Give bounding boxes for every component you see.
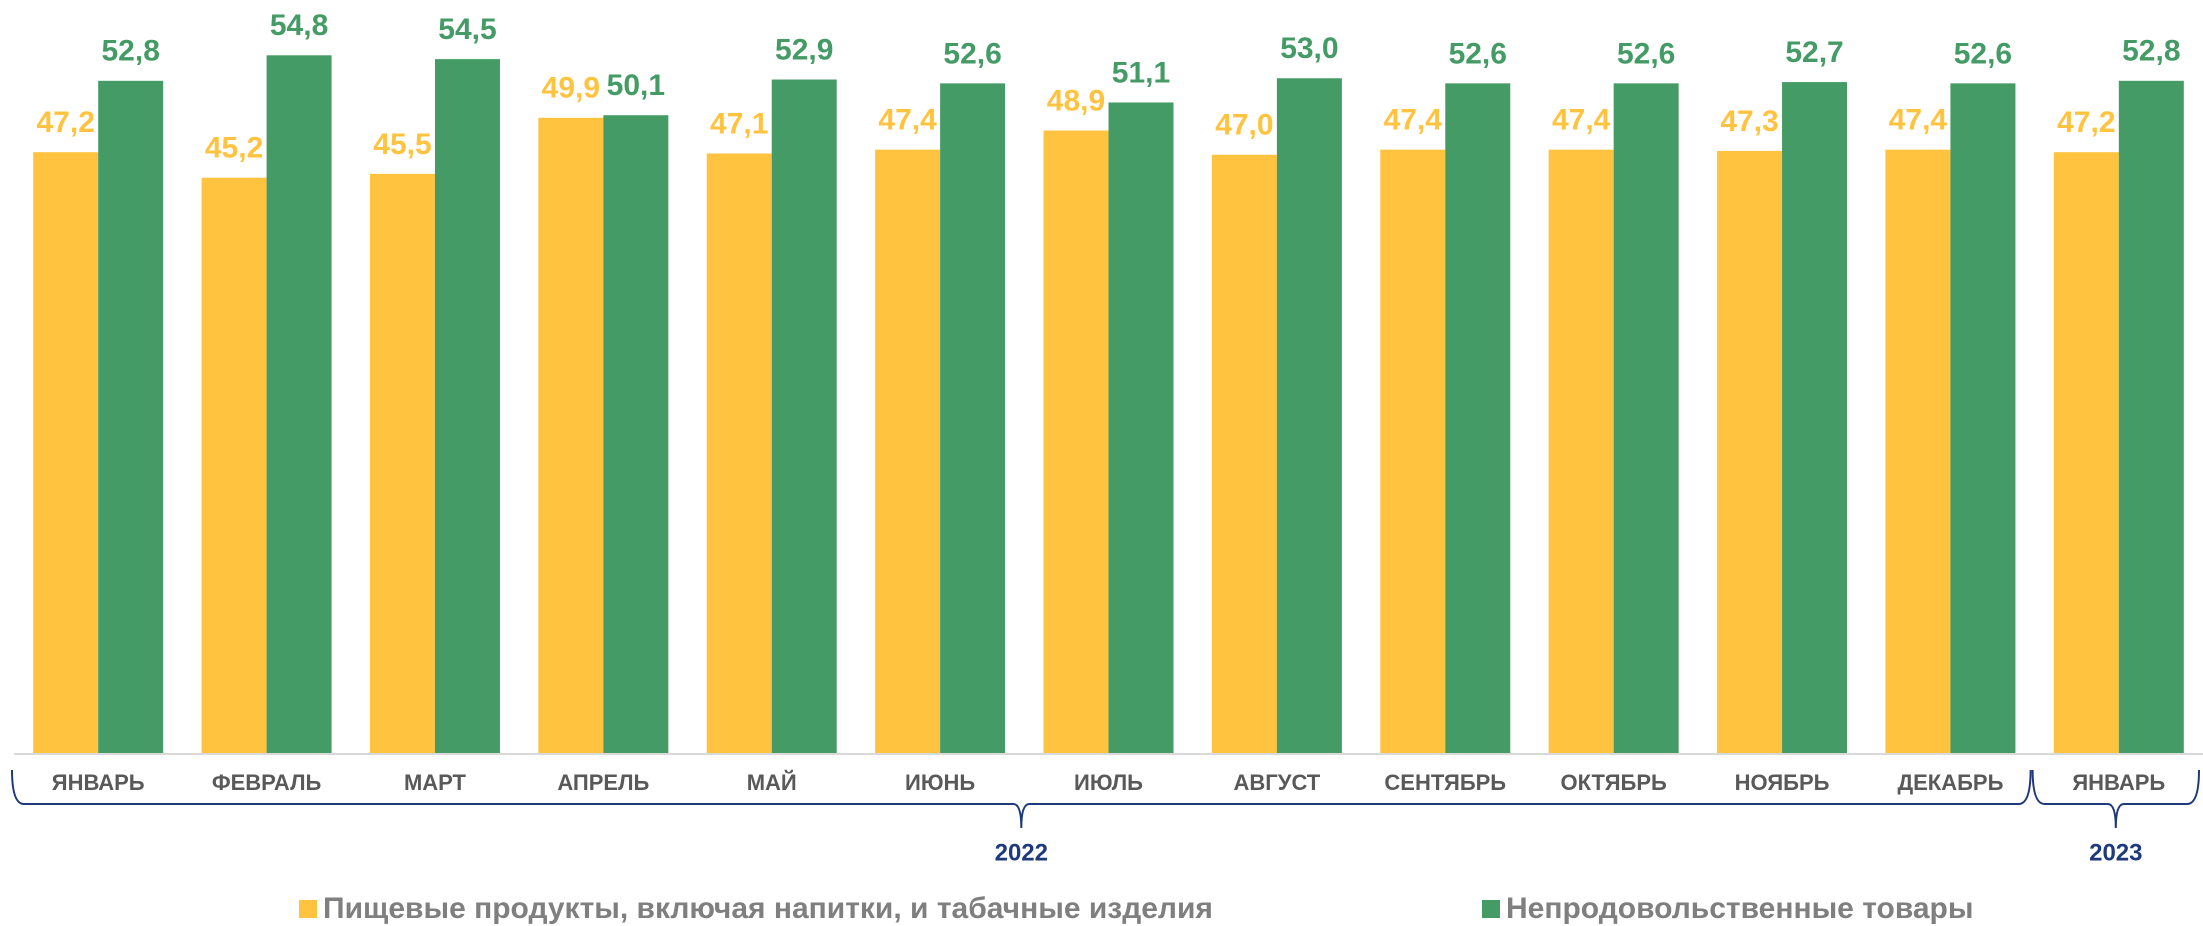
x-tick-label: ЯНВАРЬ <box>2072 770 2165 795</box>
value-label: 52,6 <box>943 37 1001 70</box>
value-label: 50,1 <box>607 69 665 102</box>
bar <box>875 149 941 754</box>
bar <box>369 173 435 754</box>
x-tick-label: ИЮЛЬ <box>1074 770 1143 795</box>
x-tick-label: ИЮНЬ <box>905 770 975 795</box>
value-label: 47,0 <box>1215 109 1273 142</box>
value-label: 52,9 <box>775 33 833 66</box>
value-label: 47,4 <box>1384 104 1443 137</box>
bar <box>1885 149 1951 754</box>
value-label: 51,1 <box>1112 56 1170 89</box>
value-label: 48,9 <box>1047 84 1105 117</box>
value-label: 47,4 <box>878 104 937 137</box>
x-tick-label: ОКТЯБРЬ <box>1560 770 1667 795</box>
year-label: 2022 <box>995 839 1048 866</box>
bar <box>1613 83 1679 755</box>
bar <box>538 117 604 754</box>
legend-swatch <box>1482 900 1500 918</box>
value-label: 52,6 <box>1617 37 1675 70</box>
bar <box>1445 83 1511 755</box>
bar <box>2053 152 2119 754</box>
x-tick-label: ДЕКАБРЬ <box>1897 770 2003 795</box>
bar <box>98 80 164 755</box>
legend-label: Непродовольственные товары <box>1506 892 1974 925</box>
value-label: 47,1 <box>710 107 768 140</box>
bar <box>771 79 837 754</box>
value-label: 54,8 <box>270 9 328 42</box>
legend-label: Пищевые продукты, включая напитки, и таб… <box>323 892 1213 925</box>
value-label: 54,5 <box>438 13 496 46</box>
bar <box>1276 78 1342 754</box>
value-label: 52,6 <box>1449 37 1507 70</box>
bar <box>1043 130 1109 754</box>
bar <box>434 59 500 754</box>
value-label: 47,2 <box>2057 106 2115 139</box>
bar <box>1950 83 2016 755</box>
value-label: 53,0 <box>1280 32 1338 65</box>
x-tick-label: СЕНТЯБРЬ <box>1384 770 1506 795</box>
year-label: 2023 <box>2089 839 2142 866</box>
bar <box>33 152 99 754</box>
bar <box>1782 82 1848 754</box>
x-tick-label: ЯНВАРЬ <box>52 770 145 795</box>
x-tick-label: МАЙ <box>747 770 797 795</box>
value-label: 47,4 <box>1889 104 1948 137</box>
bar <box>1548 149 1614 754</box>
value-label: 52,8 <box>2122 35 2180 68</box>
value-label: 47,3 <box>1720 105 1778 138</box>
year-bracket <box>2031 769 2200 829</box>
bar <box>603 115 669 755</box>
bar <box>2118 80 2184 755</box>
bar <box>1717 150 1783 755</box>
x-tick-label: МАРТ <box>404 770 467 795</box>
x-tick-label: ФЕВРАЛЬ <box>212 770 322 795</box>
bar <box>706 153 772 755</box>
value-label: 49,9 <box>542 72 600 105</box>
bar <box>940 83 1006 755</box>
value-label: 47,4 <box>1552 104 1611 137</box>
bar <box>1108 102 1174 755</box>
year-bracket <box>11 769 2032 829</box>
bar <box>266 55 332 755</box>
value-label: 52,7 <box>1785 36 1843 69</box>
x-tick-label: НОЯБРЬ <box>1735 770 1830 795</box>
bar <box>1380 149 1446 754</box>
x-tick-label: АВГУСТ <box>1234 770 1321 795</box>
bar <box>201 177 267 754</box>
x-tick-label: АПРЕЛЬ <box>557 770 649 795</box>
value-label: 45,2 <box>205 132 263 165</box>
value-label: 45,5 <box>373 128 431 161</box>
value-label: 52,6 <box>1954 37 2012 70</box>
legend-swatch <box>299 900 317 918</box>
value-label: 52,8 <box>101 35 159 68</box>
bar <box>1211 154 1277 754</box>
value-label: 47,2 <box>36 106 94 139</box>
